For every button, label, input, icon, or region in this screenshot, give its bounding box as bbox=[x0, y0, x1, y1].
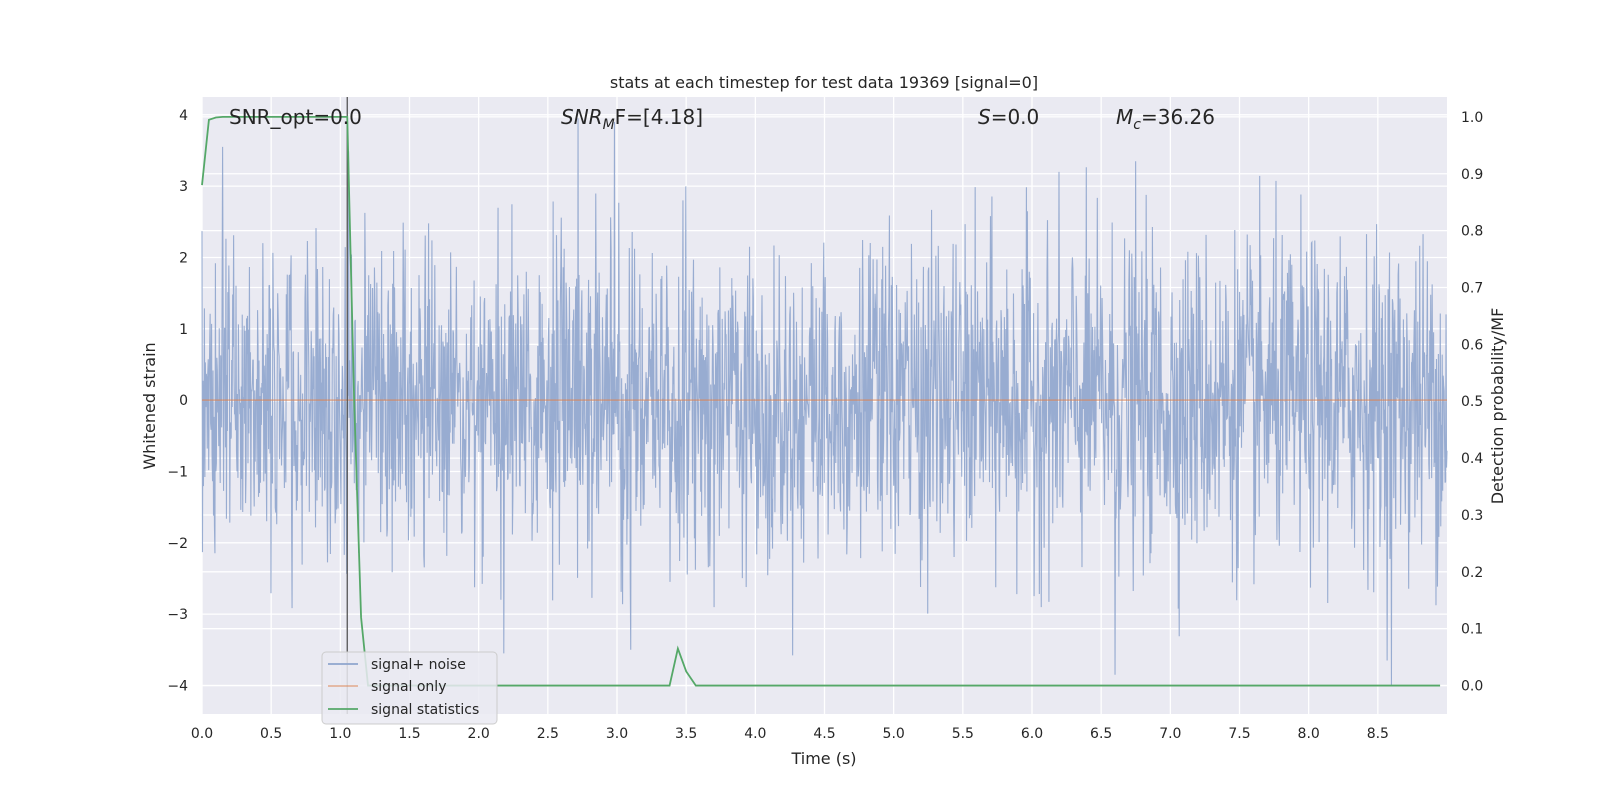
y-tick-label: −3 bbox=[167, 607, 188, 623]
x-tick-label: 1.0 bbox=[329, 726, 351, 742]
x-tick-label: 6.0 bbox=[1021, 726, 1043, 742]
y2-tick-label: 0.3 bbox=[1461, 508, 1483, 524]
x-tick-label: 4.5 bbox=[813, 726, 835, 742]
x-axis-label: Time (s) bbox=[790, 749, 856, 768]
legend-label-signal-noise: signal+ noise bbox=[371, 657, 466, 673]
annotation-snr-opt: SNR_opt=0.0 bbox=[229, 105, 362, 129]
y-tick-label: 3 bbox=[179, 179, 188, 195]
x-tick-label: 4.0 bbox=[744, 726, 766, 742]
y2-axis-ticks: 1.0 0.9 0.8 0.7 0.6 0.5 0.4 0.3 0.2 0.1 0.0 bbox=[1461, 110, 1483, 695]
y-tick-label: −4 bbox=[167, 678, 188, 694]
x-tick-label: 3.5 bbox=[675, 726, 697, 742]
y2-tick-label: 0.0 bbox=[1461, 679, 1483, 695]
x-tick-label: 5.5 bbox=[952, 726, 974, 742]
y2-tick-label: 0.6 bbox=[1461, 337, 1483, 353]
y2-tick-label: 0.7 bbox=[1461, 281, 1483, 297]
annotation-s: S=0.0 bbox=[978, 105, 1039, 129]
x-tick-label: 8.5 bbox=[1367, 726, 1389, 742]
y-axis-ticks: 4 3 2 1 0 −1 −2 −3 −4 bbox=[167, 108, 188, 695]
y2-axis-label: Detection probability/MF bbox=[1488, 308, 1507, 505]
x-tick-label: 3.0 bbox=[606, 726, 628, 742]
x-tick-label: 7.0 bbox=[1159, 726, 1181, 742]
x-tick-label: 1.5 bbox=[398, 726, 420, 742]
annotation-mc: Mc=36.26 bbox=[1116, 105, 1215, 133]
x-tick-label: 0.0 bbox=[191, 726, 213, 742]
y-tick-label: 0 bbox=[179, 393, 188, 409]
y-axis-label: Whitened strain bbox=[140, 342, 159, 469]
legend-box bbox=[321, 651, 498, 725]
y-tick-label: −1 bbox=[167, 464, 188, 480]
y2-tick-label: 0.1 bbox=[1461, 622, 1483, 638]
x-axis-ticks: 0.0 0.5 1.0 1.5 2.0 2.5 3.0 3.5 4.0 4.5 5.0 5.5 6.0 6… bbox=[191, 726, 1389, 742]
chart-title: stats at each timestep for test data 193… bbox=[610, 73, 1038, 92]
x-tick-label: 2.0 bbox=[468, 726, 490, 742]
signal-noise-line bbox=[201, 118, 1448, 686]
signal-noise-series bbox=[201, 118, 1448, 686]
y2-tick-label: 0.4 bbox=[1461, 451, 1483, 467]
y2-tick-label: 0.8 bbox=[1461, 224, 1483, 240]
legend-label-signal-only: signal only bbox=[371, 679, 446, 695]
y2-tick-label: 0.2 bbox=[1461, 565, 1483, 581]
x-tick-label: 0.5 bbox=[260, 726, 282, 742]
y2-tick-label: 0.9 bbox=[1461, 167, 1483, 183]
legend-label-signal-statistics: signal statistics bbox=[371, 702, 479, 718]
y-tick-label: −2 bbox=[167, 536, 188, 552]
y-tick-label: 4 bbox=[179, 108, 188, 124]
legend: signal+ noise signal only signal statist… bbox=[321, 651, 498, 725]
y-tick-label: 2 bbox=[179, 250, 188, 266]
y-tick-label: 1 bbox=[179, 322, 188, 338]
x-tick-label: 8.0 bbox=[1298, 726, 1320, 742]
x-tick-label: 5.0 bbox=[883, 726, 905, 742]
y2-tick-label: 0.5 bbox=[1461, 394, 1483, 410]
x-tick-label: 7.5 bbox=[1228, 726, 1250, 742]
x-tick-label: 6.5 bbox=[1090, 726, 1112, 742]
annotation-snr-mf: SNRMF=[4.18] bbox=[561, 105, 703, 133]
y2-tick-label: 1.0 bbox=[1461, 110, 1483, 126]
x-tick-label: 2.5 bbox=[537, 726, 559, 742]
